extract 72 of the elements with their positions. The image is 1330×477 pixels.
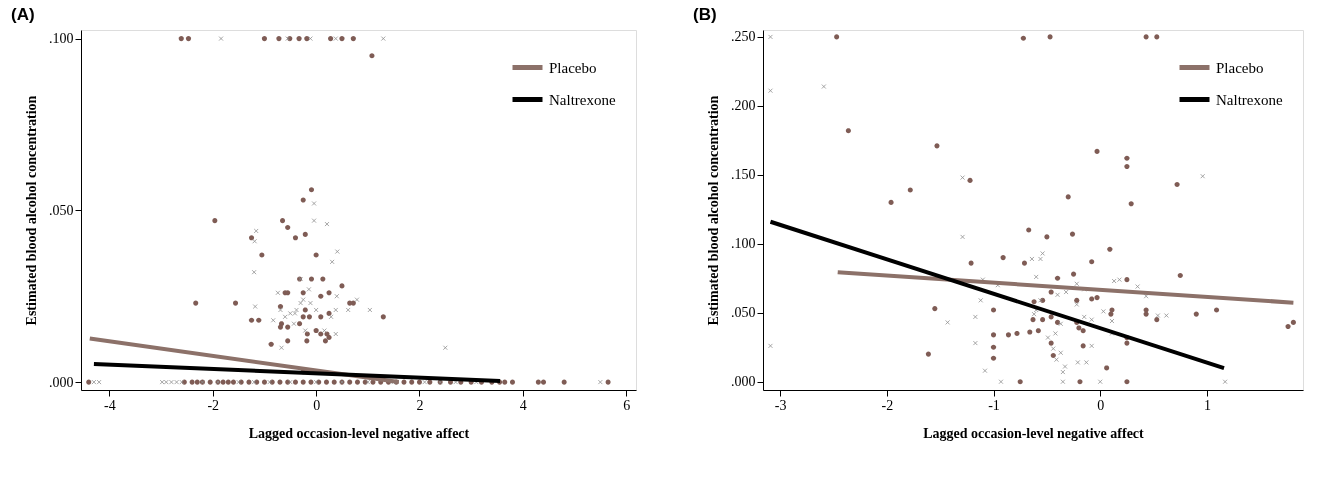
x-tick-label: -4 [104, 397, 116, 413]
point [1055, 292, 1060, 298]
point [821, 84, 827, 89]
point [1135, 284, 1140, 289]
point [978, 297, 984, 303]
point [1097, 379, 1103, 385]
point [1063, 289, 1069, 295]
point [960, 234, 965, 240]
point [1089, 343, 1095, 349]
x-tick-label: 1 [1203, 397, 1211, 413]
point [1033, 274, 1039, 280]
x-tick-label: -2 [881, 397, 894, 413]
y-tick-label: .100 [731, 236, 756, 252]
x-tick-label: 0 [1097, 397, 1105, 413]
point [1045, 335, 1051, 340]
point [1083, 360, 1089, 365]
point [1164, 313, 1169, 318]
point [1081, 314, 1087, 320]
chart-title: (B) [693, 4, 717, 24]
point [1060, 379, 1066, 385]
point [1040, 251, 1045, 256]
point [1200, 173, 1206, 179]
x-tick-label: 0 [313, 397, 321, 413]
point [1029, 256, 1035, 262]
point [982, 368, 988, 374]
point [1101, 308, 1106, 314]
point [945, 320, 951, 325]
point [1038, 256, 1043, 262]
point [1053, 331, 1058, 336]
point [1155, 313, 1161, 318]
y-tick-label: .200 [731, 98, 756, 114]
y-tick-label: .050 [731, 305, 756, 321]
x-tick-label: 2 [416, 397, 424, 413]
point [1050, 346, 1056, 352]
x-tick-label: -1 [988, 397, 1000, 413]
legend-label: Placebo [549, 59, 597, 76]
y-tick-label: .100 [49, 31, 74, 47]
point [1075, 360, 1081, 365]
point [768, 343, 773, 349]
point [768, 88, 773, 94]
point [1222, 379, 1228, 385]
point [1058, 350, 1064, 356]
point [998, 379, 1004, 385]
y-tick-label: .150 [731, 167, 756, 183]
legend-label: Naltrexone [1216, 91, 1283, 108]
x-axis-title: Lagged occasion-level negative affect [248, 425, 470, 441]
y-axis-title: Estimated blood alcohol concentration [24, 95, 39, 326]
point [960, 175, 965, 180]
point [1031, 311, 1037, 317]
y-axis-title: Estimated blood alcohol concentration [706, 95, 721, 326]
point [1060, 369, 1066, 375]
y-tick-label: .050 [49, 202, 74, 218]
x-tick-label: -3 [774, 397, 787, 413]
x-tick-label: 4 [519, 397, 527, 413]
point [1143, 293, 1149, 299]
point [1074, 281, 1080, 287]
legend-label: Naltrexone [549, 91, 616, 108]
chart-title: (A) [11, 5, 35, 24]
x-tick-label: -2 [207, 397, 220, 413]
x-tick-label: 6 [623, 397, 631, 413]
point [768, 34, 773, 40]
point [972, 314, 978, 320]
point [1054, 357, 1059, 363]
point [972, 340, 978, 346]
point [1089, 317, 1095, 323]
point [1074, 302, 1080, 307]
x-axis-title: Lagged occasion-level negative affect [923, 425, 1145, 441]
y-tick-label: .000 [49, 374, 74, 390]
legend-label: Placebo [1216, 59, 1264, 76]
y-tick-label: .000 [731, 374, 756, 390]
y-tick-label: .250 [731, 29, 756, 45]
point [1062, 364, 1068, 369]
